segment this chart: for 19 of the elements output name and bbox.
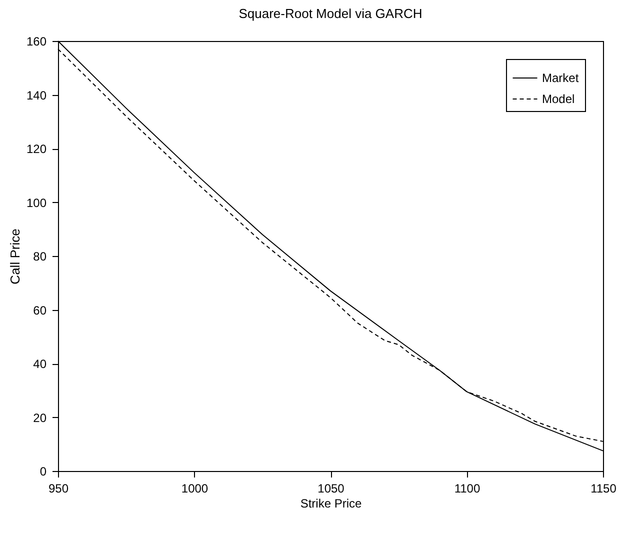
y-axis-title: Call Price [7,228,22,284]
y-tick-label: 0 [40,464,47,478]
y-tick-label: 20 [33,410,47,425]
y-tick-label: 140 [26,88,47,102]
chart-title: Square-Root Model via GARCH [238,6,422,21]
x-tick-label: 1050 [318,482,345,496]
y-tick-label: 160 [26,34,47,48]
x-tick-label: 1000 [181,482,208,496]
y-tick-label: 60 [33,303,47,318]
x-tick-label: 1150 [590,482,617,496]
y-tick-label: 80 [33,250,47,264]
x-axis-title: Strike Price [300,496,362,510]
legend-label: Market [542,71,580,85]
y-tick-label: 40 [33,357,47,371]
y-tick-label: 100 [26,196,47,210]
y-tick-label: 120 [26,142,47,156]
x-tick-label: 950 [48,482,69,496]
x-tick-label: 1100 [454,482,480,496]
legend-label: Model [542,92,575,106]
